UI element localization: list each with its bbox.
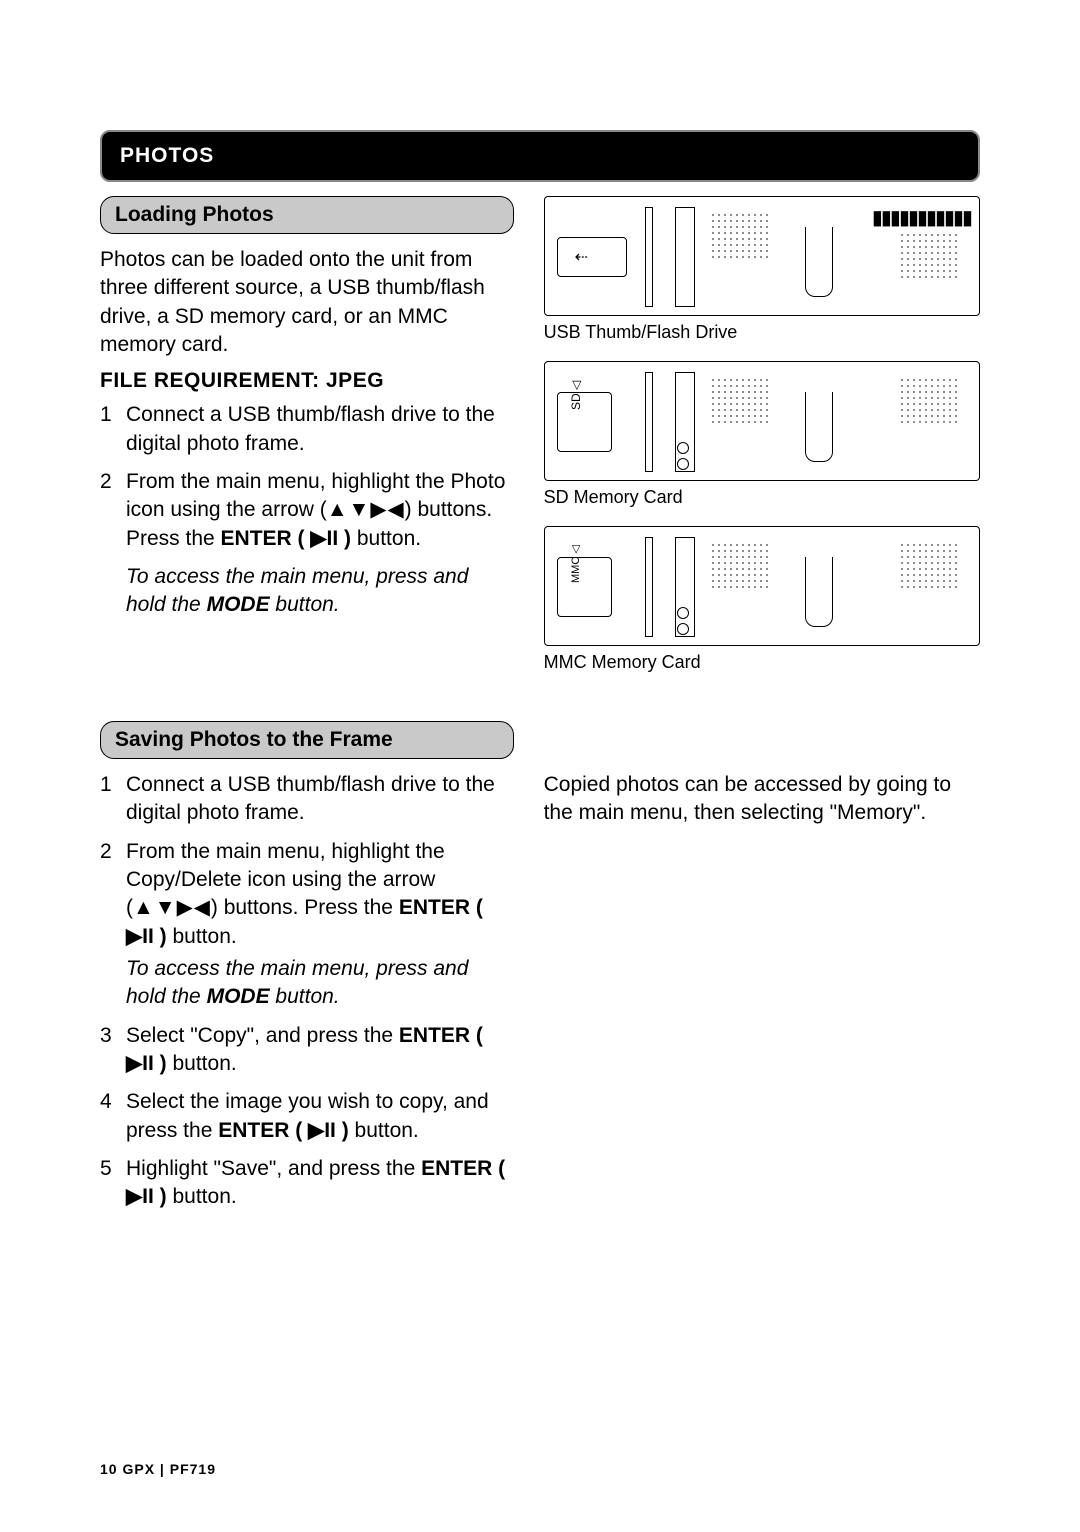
usb-icon: ⇠ [575,247,588,267]
loading-intro: Photos can be loaded onto the unit from … [100,246,514,359]
saving-left: Connect a USB thumb/flash drive to the d… [100,771,514,1222]
saving-step-3: Select "Copy", and press the ENTER ( ▶II… [100,1022,514,1079]
loading-left: Loading Photos Photos can be loaded onto… [100,196,514,691]
page-number: 10 [100,1461,118,1477]
s3b: button. [167,1052,237,1075]
saving-step-2: From the main menu, highlight the Copy/D… [100,838,514,1012]
mode-button-label: MODE [207,985,270,1008]
saving-note: To access the main menu, press and hold … [126,955,514,1012]
mmc-caption: MMC Memory Card [544,652,980,673]
saving-steps: Connect a USB thumb/flash drive to the d… [100,771,514,1212]
page-footer: 10 GPX | PF719 [100,1461,216,1477]
saving-right-text: Copied photos can be accessed by going t… [544,771,980,828]
saving-header: Saving Photos to the Frame [100,721,514,759]
snb: button. [270,985,340,1008]
loading-step-2: From the main menu, highlight the Photo … [100,468,514,553]
loading-note: To access the main menu, press and hold … [126,563,514,620]
saving-right: Copied photos can be accessed by going t… [544,771,980,1222]
usb-diagram: ⇠ ▮▮▮▮▮▮▮▮▮▮▮ [544,196,980,316]
saving-step-5: Highlight "Save", and press the ENTER ( … [100,1155,514,1212]
loading-steps: Connect a USB thumb/flash drive to the d… [100,401,514,553]
saving-section: Saving Photos to the Frame Connect a USB… [100,721,980,1222]
mmc-diagram: MMC ◁ [544,526,980,646]
loading-section: Loading Photos Photos can be loaded onto… [100,196,980,691]
file-requirement: FILE REQUIREMENT: JPEG [100,369,514,393]
saving-step-1: Connect a USB thumb/flash drive to the d… [100,771,514,828]
s5a: Highlight "Save", and press the [126,1157,421,1180]
s4b: button. [349,1119,419,1142]
arrow-icons: ▲▼▶◀ [133,896,211,919]
s3a: Select "Copy", and press the [126,1024,399,1047]
enter-button-label: ENTER ( ▶II ) [218,1119,348,1142]
section-header: PHOTOS [100,130,980,182]
loading-diagrams: ⇠ ▮▮▮▮▮▮▮▮▮▮▮ USB Thumb/Flash Drive SD ◁… [544,196,980,691]
saving-step-4: Select the image you wish to copy, and p… [100,1088,514,1145]
note-b: button. [270,593,340,616]
sd-diagram: SD ◁ [544,361,980,481]
sd-icon: SD ◁ [569,381,583,410]
enter-button-label: ENTER ( ▶II ) [221,527,351,550]
s5b: button. [167,1185,237,1208]
vent-icon: ▮▮▮▮▮▮▮▮▮▮▮ [872,205,971,230]
loading-header: Loading Photos [100,196,514,234]
mmc-icon: MMC ◁ [569,545,582,583]
loading-step-1: Connect a USB thumb/flash drive to the d… [100,401,514,458]
step2-text-c: button. [351,527,421,550]
footer-product: GPX | PF719 [118,1461,216,1477]
sd-caption: SD Memory Card [544,487,980,508]
arrow-icons: ▲▼▶◀ [327,498,405,521]
usb-caption: USB Thumb/Flash Drive [544,322,980,343]
mode-button-label: MODE [207,593,270,616]
s2b: ) buttons. Press the [211,896,399,919]
s2c: button. [167,925,237,948]
